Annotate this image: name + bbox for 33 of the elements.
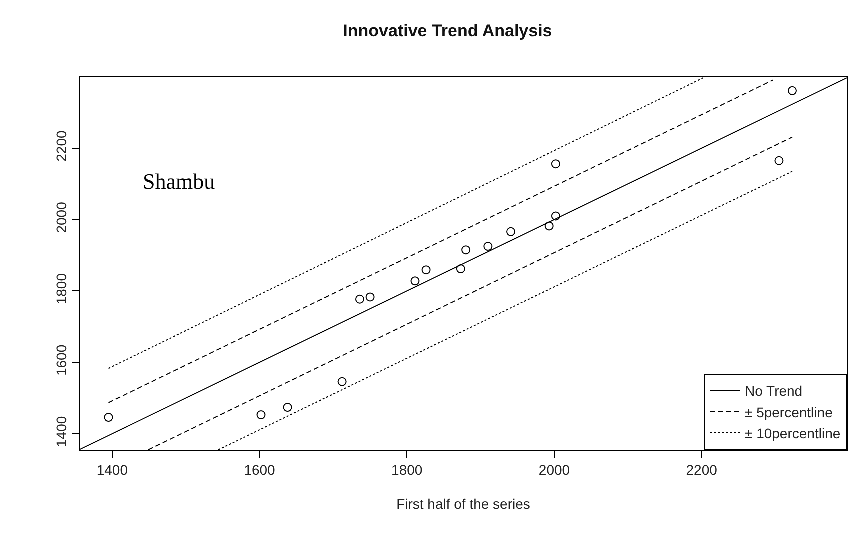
point <box>338 377 347 386</box>
x-tick-label: 1600 <box>244 462 276 478</box>
point <box>355 294 364 304</box>
y-tick-label: 2200 <box>53 130 70 162</box>
y-tick-label: 1600 <box>53 344 70 376</box>
legend-label: No Trend <box>745 383 803 400</box>
x-tick-label: 2200 <box>686 462 718 478</box>
point <box>774 156 784 166</box>
point <box>410 276 420 286</box>
point <box>104 413 114 422</box>
point <box>788 86 797 96</box>
point <box>283 403 292 412</box>
x-tick-label: 2000 <box>538 462 570 478</box>
annotation: Shambu <box>143 169 216 194</box>
point <box>544 222 554 231</box>
legend-label: ± 5percentline <box>745 404 834 420</box>
point <box>462 246 471 255</box>
x-tick-label: 1400 <box>96 462 128 478</box>
point <box>422 266 431 275</box>
point <box>551 160 560 169</box>
y-tick-label: 1400 <box>53 416 70 448</box>
point <box>456 264 466 274</box>
point <box>506 227 516 236</box>
point <box>256 410 266 420</box>
point <box>484 242 493 252</box>
y-tick-label: 2000 <box>53 202 70 234</box>
x-tick-label: 1800 <box>392 462 423 478</box>
legend-label: ± 10percentline <box>745 425 841 442</box>
x-axis-title: First half of the series <box>396 496 530 512</box>
point <box>551 212 560 221</box>
y-tick-label: 1800 <box>53 273 70 305</box>
chart-title: Innovative Trend Analysis <box>343 22 552 41</box>
point <box>366 292 375 302</box>
